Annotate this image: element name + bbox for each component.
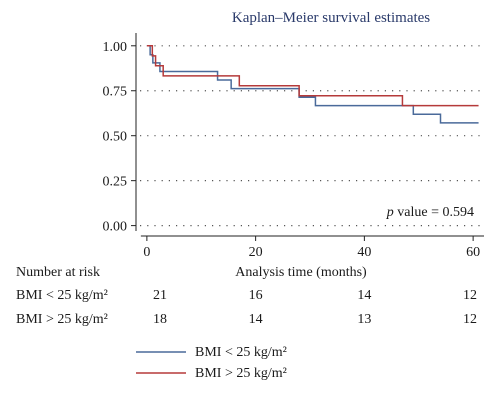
- risk-count: 13: [357, 312, 371, 327]
- legend-label: BMI > 25 kg/m²: [195, 366, 287, 381]
- survival-curves: [146, 45, 479, 124]
- x-tick-label: 40: [357, 245, 371, 260]
- survival-curve-series-2: [146, 45, 479, 107]
- risk-count: 14: [357, 288, 371, 303]
- risk-table: BMI < 25 kg/m² 21 16 14 12 BMI > 25 kg/m² 18 14…: [16, 288, 477, 327]
- x-tick-label: 20: [249, 245, 263, 260]
- legend: BMI < 25 kg/m² BMI > 25 kg/m²: [136, 345, 287, 381]
- y-axis: 0.00 0.25 0.50 0.75 1.00: [103, 33, 137, 235]
- risk-count: 14: [249, 312, 263, 327]
- y-tick-label: 0.50: [103, 130, 128, 145]
- x-tick-label: 0: [143, 245, 150, 260]
- legend-label: BMI < 25 kg/m²: [195, 345, 287, 360]
- risk-count: 16: [249, 288, 263, 303]
- y-tick-label: 1.00: [103, 40, 128, 55]
- risk-count: 18: [153, 312, 167, 327]
- p-value-italic: p: [386, 205, 394, 220]
- survival-curve-series-1: [146, 45, 479, 124]
- y-tick-label: 0.00: [103, 220, 128, 235]
- risk-table-title: Number at risk: [16, 265, 100, 280]
- x-axis: 0 20 40 60: [140, 235, 484, 260]
- x-tick-label: 60: [466, 245, 480, 260]
- risk-count: 21: [153, 288, 167, 303]
- x-axis-label: Analysis time (months): [235, 265, 367, 280]
- risk-row-label: BMI > 25 kg/m²: [16, 312, 108, 327]
- p-value-annotation: p value = 0.594: [386, 205, 474, 220]
- p-value-text: value = 0.594: [394, 205, 474, 220]
- grid-lines: [140, 45, 482, 227]
- risk-count: 12: [463, 312, 477, 327]
- risk-count: 12: [463, 288, 477, 303]
- chart-title: Kaplan–Meier survival estimates: [232, 10, 430, 26]
- risk-row-label: BMI < 25 kg/m²: [16, 288, 108, 303]
- y-tick-label: 0.75: [103, 85, 128, 100]
- y-tick-label: 0.25: [103, 175, 128, 190]
